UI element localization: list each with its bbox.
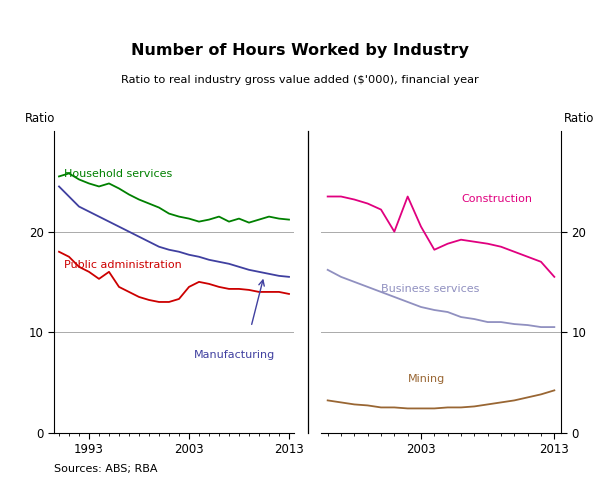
Text: Ratio to real industry gross value added ($'000), financial year: Ratio to real industry gross value added…	[121, 75, 479, 85]
Text: Ratio: Ratio	[564, 112, 595, 125]
Text: Construction: Construction	[461, 193, 532, 204]
Text: Mining: Mining	[407, 374, 445, 384]
Text: Number of Hours Worked by Industry: Number of Hours Worked by Industry	[131, 43, 469, 58]
Text: Manufacturing: Manufacturing	[194, 350, 275, 360]
Text: Ratio: Ratio	[25, 112, 56, 125]
Text: Business services: Business services	[381, 284, 479, 294]
Text: Sources: ABS; RBA: Sources: ABS; RBA	[54, 464, 157, 474]
Text: Public administration: Public administration	[64, 260, 182, 270]
Text: Household services: Household services	[64, 170, 172, 179]
